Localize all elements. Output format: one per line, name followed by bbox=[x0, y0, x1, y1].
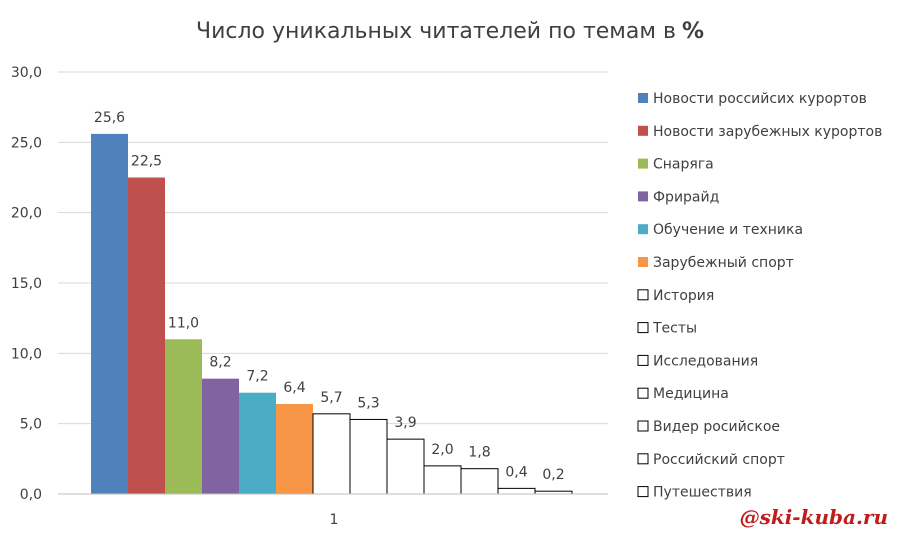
bar bbox=[165, 339, 202, 494]
bar bbox=[497, 487, 536, 495]
legend-swatch bbox=[638, 93, 648, 103]
bar-data-label: 1,8 bbox=[468, 445, 490, 461]
bar bbox=[276, 403, 313, 494]
y-tick-label: 30,0 bbox=[11, 65, 42, 81]
legend-label: Новости российсих курортов bbox=[653, 91, 867, 107]
legend-label: Путешествия bbox=[653, 485, 752, 501]
bar bbox=[386, 438, 425, 495]
legend-label: Тесты bbox=[652, 321, 697, 337]
legend-label: Фрирайд bbox=[653, 189, 719, 205]
bar-data-label: 7,2 bbox=[246, 369, 268, 385]
watermark: @ski-kuba.ru bbox=[740, 505, 888, 529]
legend-label: Медицина bbox=[653, 386, 729, 402]
bar bbox=[460, 468, 499, 495]
legend-swatch bbox=[638, 158, 648, 169]
bar-data-label: 2,0 bbox=[431, 442, 453, 458]
bar-data-label: 11,0 bbox=[168, 315, 199, 331]
legend-label: Зарубежный спорт bbox=[653, 255, 794, 271]
legend-swatch bbox=[637, 453, 649, 465]
bar bbox=[423, 465, 462, 495]
bar bbox=[349, 418, 388, 495]
bar-data-label: 25,6 bbox=[94, 110, 125, 126]
bar bbox=[202, 378, 239, 494]
legend-swatch bbox=[637, 354, 649, 366]
legend-swatch bbox=[638, 125, 648, 136]
y-tick-label: 15,0 bbox=[11, 276, 42, 292]
legend-swatch bbox=[637, 387, 649, 399]
chart-title: Число уникальных читателей по темам в% bbox=[196, 19, 704, 44]
legend-swatch bbox=[638, 224, 648, 235]
legend-swatch bbox=[637, 486, 649, 498]
legend-swatch bbox=[637, 420, 649, 432]
data-labels: 25,6 22,5 11,0 8,2 7,2 6,4 5,7 5,3 3,9 2,0 1,8 0,4 0… bbox=[94, 110, 565, 483]
bar-data-label: 6,4 bbox=[283, 380, 305, 396]
y-axis-ticks: 0,0 5,0 10,0 15,0 20,0 25,0 30,0 bbox=[11, 65, 42, 503]
legend-label: История bbox=[653, 288, 714, 304]
y-tick-label: 25,0 bbox=[11, 135, 42, 151]
bar-data-label: 3,9 bbox=[394, 415, 416, 431]
legend: Новости российсих курортов Новости зарубе… bbox=[637, 91, 882, 501]
legend-label: Российский спорт bbox=[653, 452, 785, 468]
legend-swatch bbox=[637, 289, 649, 301]
y-tick-label: 20,0 bbox=[11, 206, 42, 222]
legend-label: Видер росийское bbox=[653, 419, 780, 435]
bar-data-label: 0,4 bbox=[505, 464, 527, 480]
bar bbox=[91, 133, 128, 495]
legend-label: Обучение и техника bbox=[653, 222, 803, 238]
bar-data-label: 5,3 bbox=[357, 395, 379, 411]
bar bbox=[239, 392, 276, 494]
legend-swatch bbox=[638, 191, 648, 202]
bar-data-label: 5,7 bbox=[320, 390, 342, 406]
legend-swatch bbox=[638, 257, 648, 267]
bar bbox=[128, 177, 165, 494]
chart-title-unit: % bbox=[682, 19, 704, 44]
bar bbox=[312, 413, 351, 495]
y-tick-label: 10,0 bbox=[11, 346, 42, 362]
legend-label: Новости зарубежных курортов bbox=[653, 124, 882, 140]
bars bbox=[91, 133, 573, 495]
legend-label: Исследования bbox=[653, 353, 758, 369]
x-category-label: 1 bbox=[330, 512, 339, 528]
bar-data-label: 22,5 bbox=[131, 154, 162, 170]
legend-label: Снаряга bbox=[653, 157, 714, 173]
y-tick-label: 5,0 bbox=[20, 417, 42, 433]
bar-data-label: 0,2 bbox=[542, 467, 564, 483]
y-tick-label: 0,0 bbox=[20, 487, 42, 503]
bar-data-label: 8,2 bbox=[209, 355, 231, 371]
legend-swatch bbox=[637, 322, 649, 334]
chart-title-text: Число уникальных читателей по темам в bbox=[196, 19, 676, 44]
